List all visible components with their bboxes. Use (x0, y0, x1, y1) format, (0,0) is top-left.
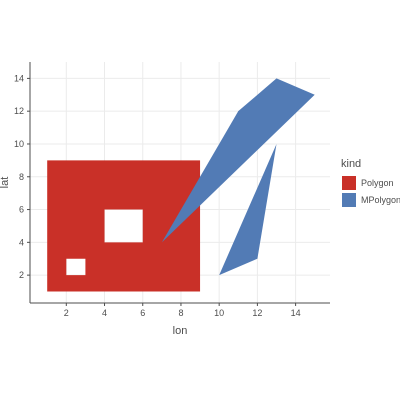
legend: kind Polygon MPolygon (341, 158, 400, 207)
polygon-mpolygon-part-1 (219, 143, 277, 276)
polygon-mpolygon-part-0 (161, 78, 315, 243)
legend-label-mpolygon: MPolygon (361, 195, 400, 205)
y-tick-label-6: 14 (14, 73, 24, 83)
x-tick-label-6: 14 (291, 308, 301, 318)
y-tick-label-2: 6 (19, 205, 24, 215)
y-tick-label-4: 10 (14, 139, 24, 149)
x-tick-label-0: 2 (64, 308, 69, 318)
polygon-polygon (47, 160, 201, 292)
y-axis-title: lat (0, 177, 11, 189)
x-axis-title: lon (173, 325, 188, 337)
x-tick-label-1: 4 (102, 308, 107, 318)
y-tick-label-3: 8 (19, 172, 24, 182)
axes: 2 4 6 8 10 12 14 2 4 6 8 10 12 14 (14, 62, 330, 318)
x-tick-label-2: 6 (140, 308, 145, 318)
legend-swatch-polygon (342, 176, 356, 190)
x-tick-label-5: 12 (252, 308, 262, 318)
legend-label-polygon: Polygon (361, 178, 394, 188)
y-tick-label-1: 4 (19, 237, 24, 247)
y-tick-label-5: 12 (14, 106, 24, 116)
legend-title: kind (341, 158, 361, 170)
x-tick-label-3: 8 (178, 308, 183, 318)
x-tick-label-4: 10 (214, 308, 224, 318)
legend-swatch-mpolygon (342, 193, 356, 207)
polygon-layer (47, 78, 315, 292)
y-tick-label-0: 2 (19, 270, 24, 280)
